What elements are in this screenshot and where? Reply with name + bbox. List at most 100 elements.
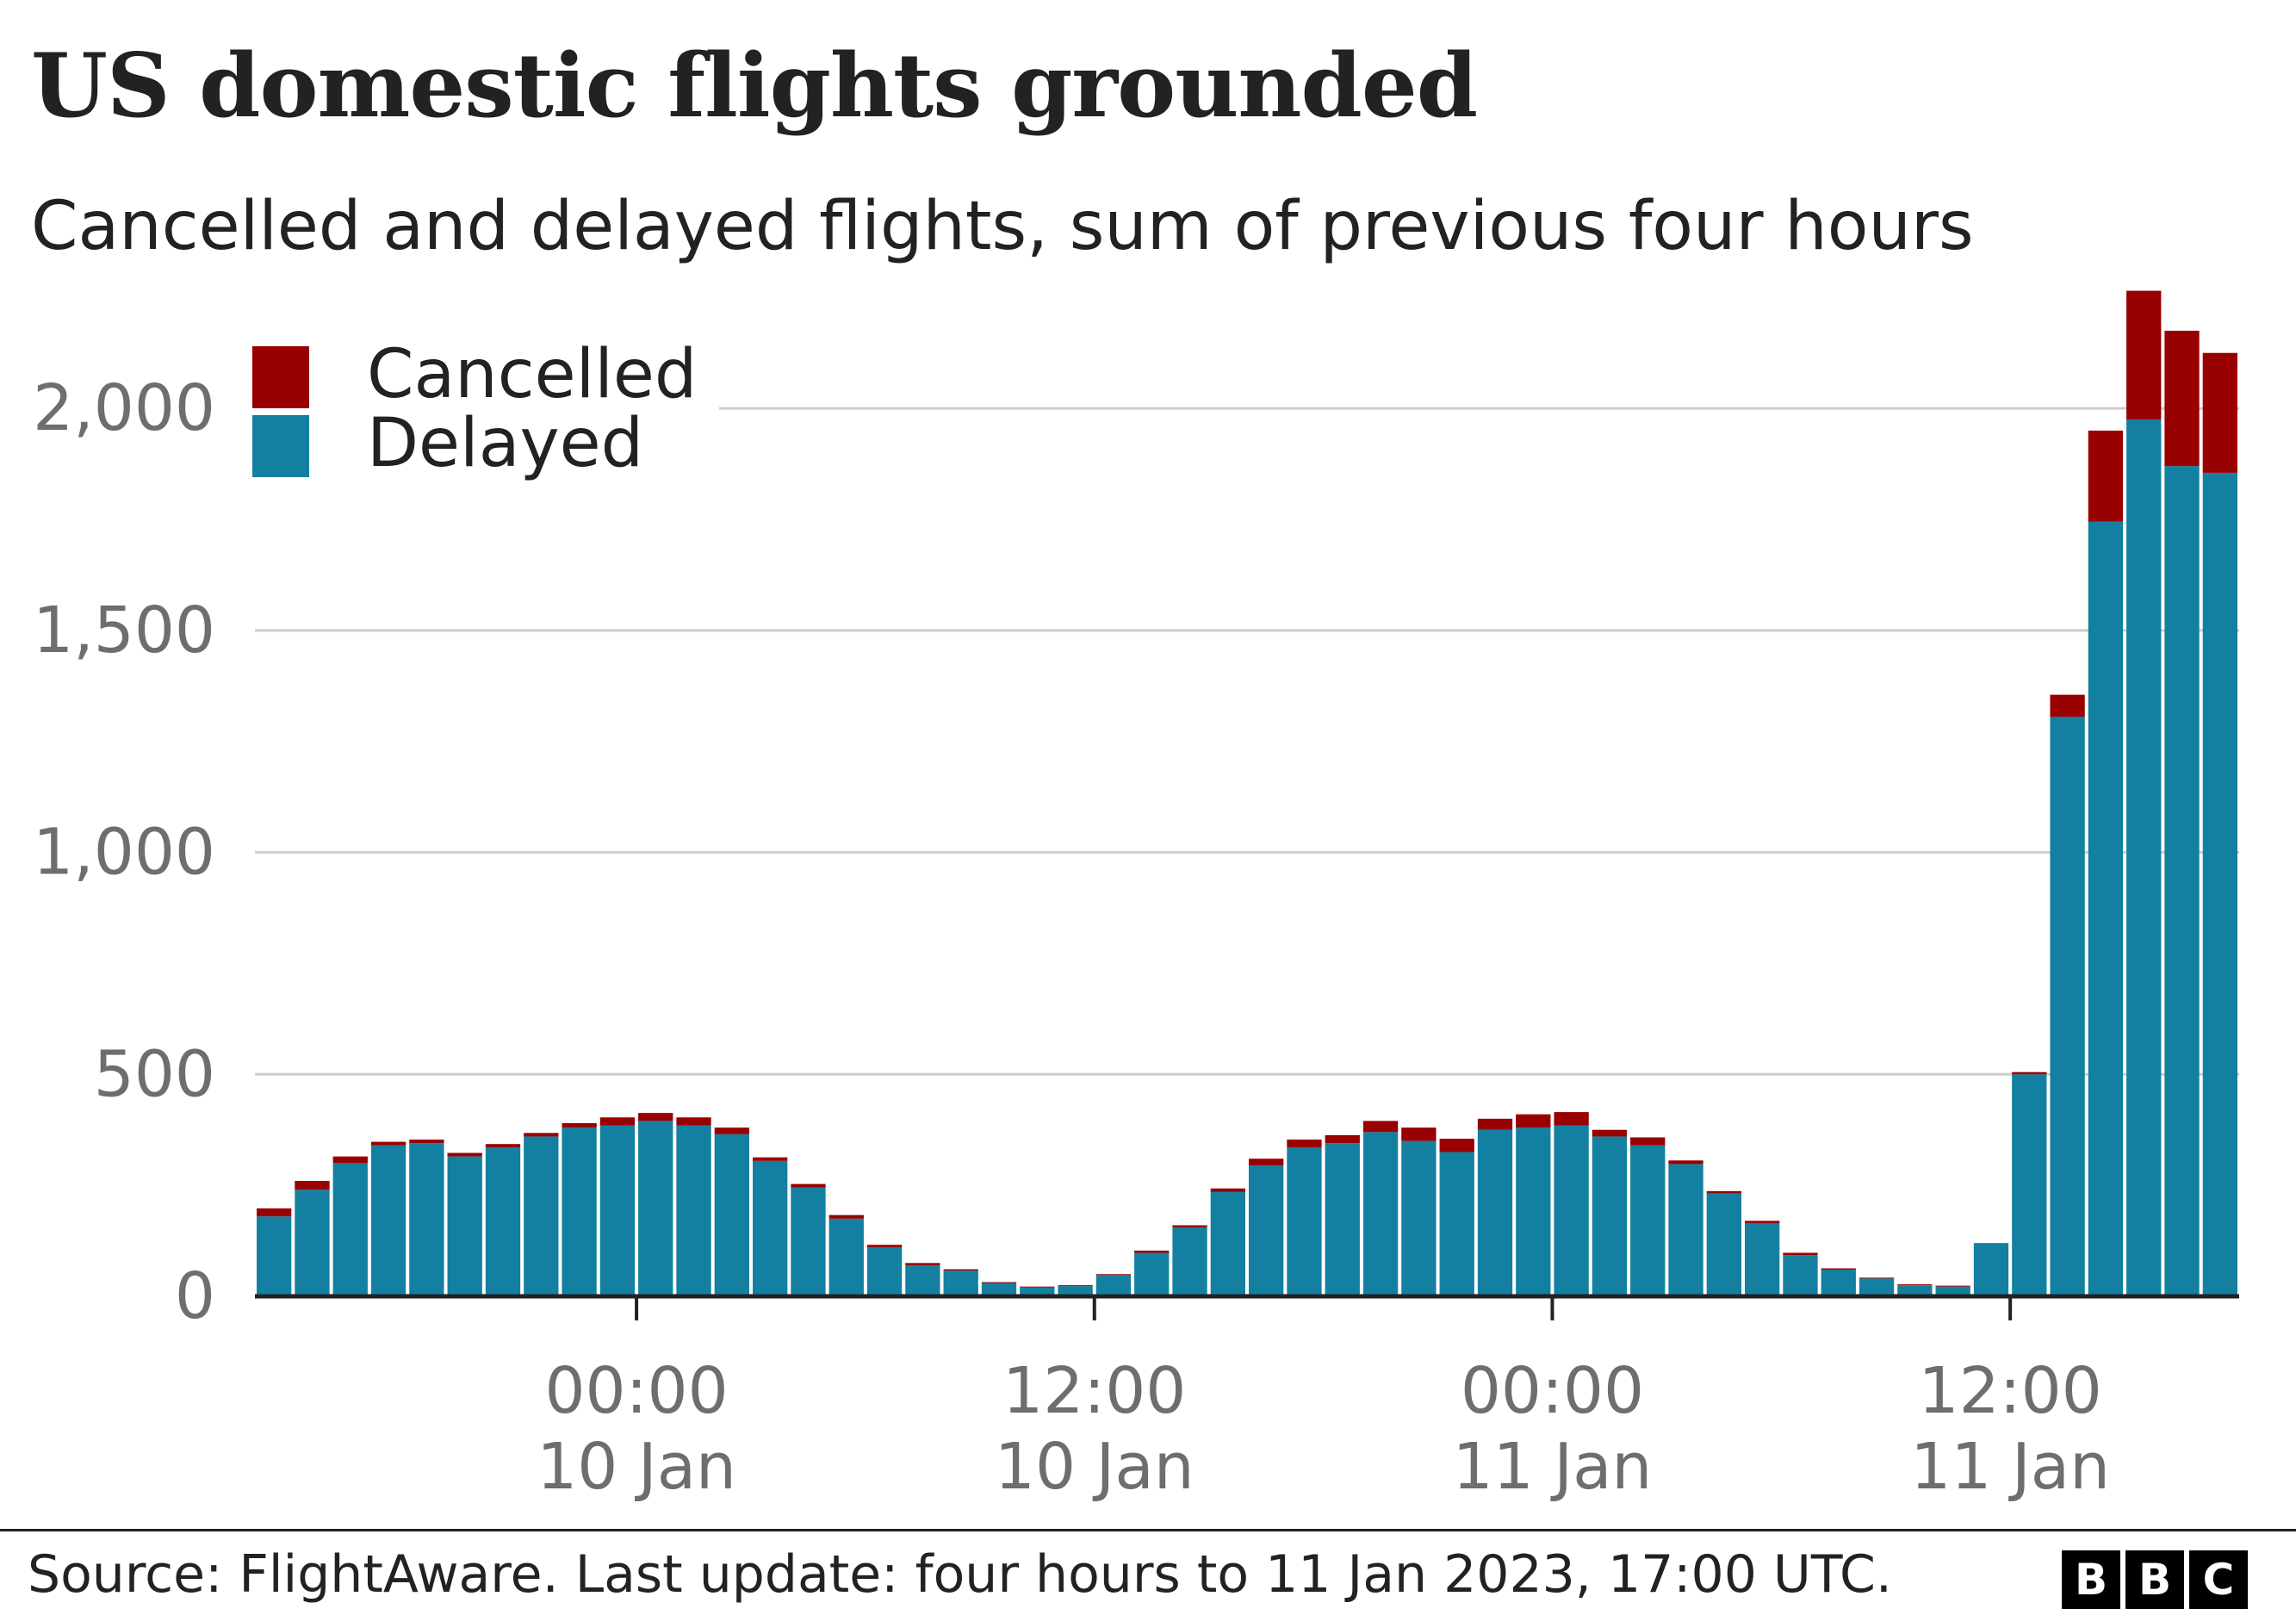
bar-delayed <box>599 1125 636 1296</box>
bbc-logo-letter-b2: B <box>2125 1550 2184 1609</box>
legend-label-cancelled: Cancelled <box>367 336 697 413</box>
bar-cancelled <box>1249 1158 1284 1165</box>
bar-delayed <box>1210 1191 1245 1296</box>
bar-delayed <box>257 1216 292 1296</box>
bbc-logo-letter-c: C <box>2189 1550 2248 1609</box>
bar-delayed <box>1935 1286 1970 1296</box>
bbc-logo-letter-b1: B <box>2062 1550 2120 1609</box>
bar-delayed <box>1973 1243 2009 1296</box>
bar-cancelled <box>1859 1277 1895 1279</box>
bar-delayed <box>1172 1227 1207 1296</box>
bar-delayed <box>1630 1145 1666 1296</box>
bar-cancelled <box>2202 352 2237 473</box>
bar-delayed <box>753 1160 788 1296</box>
bar-delayed <box>1783 1255 1818 1296</box>
bar-delayed <box>1745 1222 1780 1296</box>
bar-delayed <box>409 1143 444 1296</box>
bar-cancelled <box>1362 1121 1399 1133</box>
bar-cancelled <box>370 1141 406 1146</box>
bar-cancelled <box>2126 290 2162 420</box>
bar-delayed <box>1249 1165 1284 1296</box>
x-tick-label-time: 00:00 <box>1461 1354 1644 1428</box>
bar-delayed <box>638 1121 673 1296</box>
bar-delayed <box>1325 1143 1360 1296</box>
y-tick-label: 2,000 <box>33 371 215 445</box>
legend-label-delayed: Delayed <box>367 405 643 482</box>
bar-delayed <box>1020 1287 1055 1296</box>
bar-cancelled <box>1210 1188 1245 1192</box>
bar-cancelled <box>1554 1112 1589 1126</box>
x-tick-label-date: 11 Jan <box>1910 1430 2110 1504</box>
bar-delayed <box>2050 717 2085 1296</box>
bar-cancelled <box>2050 694 2085 717</box>
bar-cancelled <box>524 1133 559 1137</box>
bar-delayed <box>485 1147 521 1296</box>
bar-cancelled <box>1516 1114 1551 1128</box>
bar-cancelled <box>1935 1285 1970 1287</box>
bar-delayed <box>1477 1129 1513 1296</box>
bar-cancelled <box>905 1263 940 1265</box>
bar-delayed <box>828 1218 864 1296</box>
bar-cancelled <box>1439 1139 1474 1152</box>
bar-delayed <box>295 1190 330 1296</box>
bar-delayed <box>1859 1278 1895 1296</box>
bar-delayed <box>1095 1275 1132 1296</box>
bar-delayed <box>562 1127 597 1296</box>
bar-delayed <box>2202 472 2237 1296</box>
x-tick-label-date: 10 Jan <box>995 1430 1195 1504</box>
bar-delayed <box>1362 1132 1399 1296</box>
bar-delayed <box>1401 1140 1437 1296</box>
bar-delayed <box>1706 1193 1741 1296</box>
bar-cancelled <box>2164 330 2200 467</box>
bar-cancelled <box>1134 1250 1170 1253</box>
bar-delayed <box>2088 521 2124 1296</box>
chart-title: US domestic flights grounded <box>31 34 1478 138</box>
bar-delayed <box>1897 1285 1933 1296</box>
bar-delayed <box>1516 1127 1551 1296</box>
bar-cancelled <box>791 1183 826 1188</box>
bar-cancelled <box>1095 1274 1132 1276</box>
bar-delayed <box>791 1187 826 1296</box>
bar-cancelled <box>1668 1160 1703 1165</box>
bar-cancelled <box>2012 1071 2047 1075</box>
bar-delayed <box>1134 1252 1170 1296</box>
bar-delayed <box>1668 1164 1703 1296</box>
bar-cancelled <box>866 1245 903 1248</box>
bar-cancelled <box>1592 1129 1628 1137</box>
bar-delayed <box>714 1134 749 1296</box>
bar-delayed <box>2012 1074 2047 1296</box>
bar-delayed <box>1287 1147 1322 1296</box>
bar-delayed <box>1058 1286 1093 1296</box>
bar-cancelled <box>295 1180 330 1190</box>
bar-delayed <box>332 1163 368 1296</box>
bar-cancelled <box>1706 1190 1741 1194</box>
bar-cancelled <box>1401 1127 1437 1141</box>
bar-cancelled <box>1745 1221 1780 1223</box>
bar-cancelled <box>409 1140 444 1144</box>
bar-delayed <box>2164 466 2200 1296</box>
bar-delayed <box>905 1264 940 1296</box>
bar-cancelled <box>943 1269 978 1271</box>
bar-delayed <box>524 1136 559 1296</box>
bar-cancelled <box>562 1122 597 1128</box>
bar-cancelled <box>257 1208 292 1217</box>
x-tick-label-time: 12:00 <box>1002 1354 1186 1428</box>
x-tick-label-time: 12:00 <box>1919 1354 2102 1428</box>
bar-cancelled <box>485 1144 521 1148</box>
bar-delayed <box>1821 1270 1856 1296</box>
bar-delayed <box>2126 419 2162 1296</box>
bar-cancelled <box>1172 1225 1207 1228</box>
y-tick-label: 500 <box>94 1037 215 1111</box>
bar-delayed <box>981 1283 1017 1296</box>
bar-cancelled <box>638 1113 673 1121</box>
bar-delayed <box>1439 1152 1474 1296</box>
bar-cancelled <box>332 1156 368 1164</box>
bar-cancelled <box>599 1117 636 1126</box>
footer-divider <box>0 1529 2296 1531</box>
bar-cancelled <box>753 1157 788 1161</box>
x-tick-label-date: 10 Jan <box>537 1430 736 1504</box>
bar-delayed <box>370 1145 406 1296</box>
bar-delayed <box>447 1156 482 1296</box>
bar-cancelled <box>1287 1140 1322 1148</box>
